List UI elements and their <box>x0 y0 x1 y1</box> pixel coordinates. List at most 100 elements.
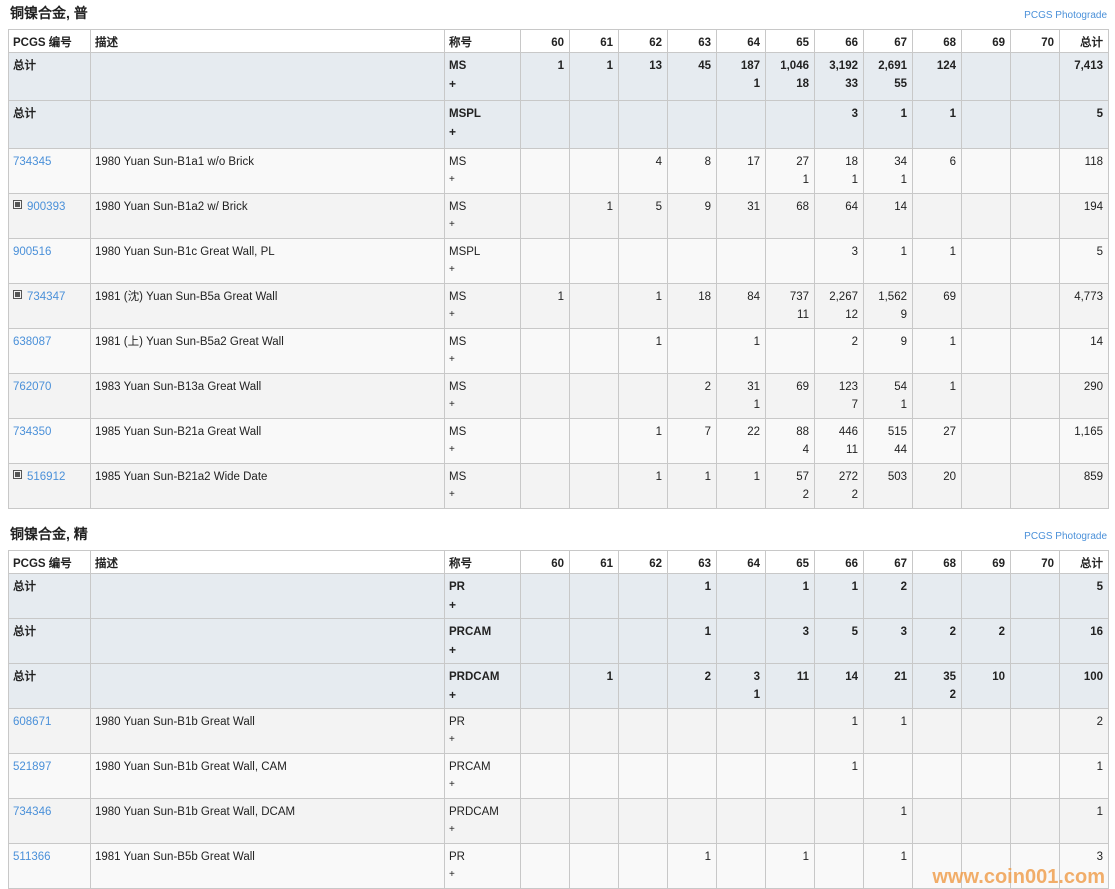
total-row: 总计 PRDCAM +1 2 3 1 11 14 21 35 2 10 100 <box>8 663 1109 709</box>
pcgs-number-link[interactable]: 734347 <box>27 291 66 303</box>
header-total[interactable]: 总计 <box>1059 550 1109 574</box>
plus-grade-count: 55 <box>894 78 907 90</box>
grade-count-cell: 446 11 <box>814 418 864 464</box>
header-grade[interactable]: 63 <box>667 29 717 53</box>
description-cell <box>90 52 445 101</box>
header-pcgs-number[interactable]: PCGS 编号 <box>8 29 91 53</box>
grade-count-cell: 3 <box>863 618 913 664</box>
grade-count-cell: 1 <box>912 328 962 374</box>
grade-count-cell <box>961 148 1011 194</box>
pcgs-number-link[interactable]: 516912 <box>27 471 66 483</box>
row-total-cell: 118 <box>1059 148 1109 194</box>
pcgs-number-link[interactable]: 734345 <box>13 156 52 168</box>
pcgs-number-link[interactable]: 521897 <box>13 761 52 773</box>
pcgs-number-cell: 总计 <box>8 100 91 149</box>
grade-count-cell <box>1010 463 1060 509</box>
header-grade[interactable]: 68 <box>912 29 962 53</box>
header-grade[interactable]: 66 <box>814 550 864 574</box>
plus-grade-count: 11 <box>797 309 809 321</box>
grade-count: 1 <box>606 201 613 213</box>
pcgs-number-link[interactable]: 734346 <box>13 806 52 818</box>
plus-grade-count: 11 <box>846 444 858 456</box>
grade-count-cell: 1 <box>863 238 913 284</box>
plus-grade-count: 2 <box>851 489 858 501</box>
header-grade[interactable]: 69 <box>961 29 1011 53</box>
grade-count: 2 <box>704 381 711 393</box>
grade-count: 1 <box>802 851 809 863</box>
header-grade[interactable]: 61 <box>569 550 619 574</box>
header-grade[interactable]: 65 <box>765 29 815 53</box>
total-row: 总计 MSPL +3 1 1 5 <box>8 100 1109 149</box>
header-grade[interactable]: 65 <box>765 550 815 574</box>
description-cell: 1985 Yuan Sun-B21a Great Wall <box>90 418 445 464</box>
grade-count-cell <box>569 708 619 754</box>
plus-grade-count: 2 <box>949 689 956 701</box>
grade-count: 11 <box>796 671 809 683</box>
header-designation[interactable]: 称号 <box>444 550 521 574</box>
pcgs-number-link[interactable]: 638087 <box>13 336 52 348</box>
pcgs-number-link[interactable]: 762070 <box>13 381 52 393</box>
grade-count-cell <box>618 100 668 149</box>
pcgs-number-cell: 734345 <box>8 148 91 194</box>
header-designation[interactable]: 称号 <box>444 29 521 53</box>
grade-count: 1,046 <box>780 60 809 72</box>
header-grade[interactable]: 62 <box>618 550 668 574</box>
grade-count: 737 <box>789 291 809 303</box>
header-grade[interactable]: 67 <box>863 29 913 53</box>
grade-count-cell: 84 <box>716 283 766 329</box>
grade-count-cell <box>961 238 1011 284</box>
grade-count-cell: 69 <box>765 373 815 419</box>
header-description[interactable]: 描述 <box>90 550 445 574</box>
pcgs-number-link[interactable]: 900516 <box>13 246 52 258</box>
grade-count-cell <box>520 238 570 284</box>
grade-count-cell: 4 <box>618 148 668 194</box>
pcgs-number-link[interactable]: 734350 <box>13 426 52 438</box>
header-grade[interactable]: 64 <box>716 550 766 574</box>
expand-icon[interactable] <box>13 470 22 479</box>
header-grade[interactable]: 68 <box>912 550 962 574</box>
grade-count-cell: 1 <box>912 238 962 284</box>
grade-count-cell <box>520 798 570 844</box>
expand-icon[interactable] <box>13 290 22 299</box>
grade-count-cell: 123 7 <box>814 373 864 419</box>
header-pcgs-number[interactable]: PCGS 编号 <box>8 550 91 574</box>
description-cell: 1985 Yuan Sun-B21a2 Wide Date <box>90 463 445 509</box>
header-grade[interactable]: 60 <box>520 550 570 574</box>
header-grade[interactable]: 64 <box>716 29 766 53</box>
header-grade[interactable]: 63 <box>667 550 717 574</box>
header-grade[interactable]: 66 <box>814 29 864 53</box>
plus-grade-count: 12 <box>845 309 858 321</box>
plus-grade-count: 2 <box>802 489 809 501</box>
grade-count-cell: 2,267 12 <box>814 283 864 329</box>
grade-count-cell <box>569 418 619 464</box>
header-grade[interactable]: 60 <box>520 29 570 53</box>
header-grade[interactable]: 70 <box>1010 29 1060 53</box>
designation-cell: MS + <box>444 463 521 509</box>
plus-grade-count: 1 <box>753 399 760 411</box>
grade-count: 5 <box>851 626 858 638</box>
grade-count-cell: 18 <box>667 283 717 329</box>
grade-count-cell: 1 <box>618 463 668 509</box>
table-row: 516912 1985 Yuan Sun-B21a2 Wide Date MS +1 1… <box>8 463 1109 509</box>
expand-icon[interactable] <box>13 200 22 209</box>
header-description[interactable]: 描述 <box>90 29 445 53</box>
header-grade[interactable]: 62 <box>618 29 668 53</box>
description-cell: 1980 Yuan Sun-B1a1 w/o Brick <box>90 148 445 194</box>
header-grade[interactable]: 69 <box>961 550 1011 574</box>
plus-designation: + <box>449 734 455 745</box>
pcgs-number-link[interactable]: 511366 <box>13 851 51 863</box>
pcgs-number-link[interactable]: 608671 <box>13 716 52 728</box>
grade-count-cell <box>716 573 766 619</box>
plus-grade-count: 44 <box>894 444 907 456</box>
header-grade[interactable]: 67 <box>863 550 913 574</box>
row-total-cell: 194 <box>1059 193 1109 239</box>
photograde-link[interactable]: PCGS Photograde <box>1024 531 1107 542</box>
header-grade[interactable]: 70 <box>1010 550 1060 574</box>
grade-count-cell: 124 <box>912 52 962 101</box>
photograde-link[interactable]: PCGS Photograde <box>1024 10 1107 21</box>
grade-count: 3 <box>851 246 858 258</box>
pcgs-number-link[interactable]: 900393 <box>27 201 66 213</box>
header-total[interactable]: 总计 <box>1059 29 1109 53</box>
grade-count-cell <box>618 238 668 284</box>
header-grade[interactable]: 61 <box>569 29 619 53</box>
